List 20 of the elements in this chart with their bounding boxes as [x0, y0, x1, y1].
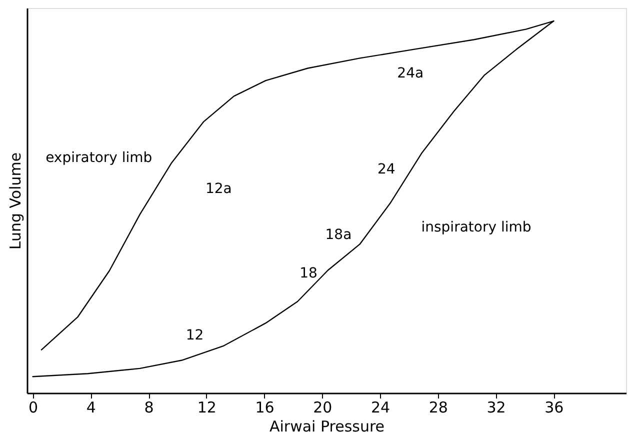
y-axis-title: Lung Volume: [6, 152, 24, 250]
x-tick-label: 12: [197, 398, 216, 416]
annotation: expiratory limb: [46, 150, 152, 166]
x-axis-title: Airwai Pressure: [269, 418, 385, 436]
annotation: 24: [377, 162, 396, 178]
x-tick-label: 20: [313, 398, 332, 416]
x-tick-label: 32: [486, 398, 506, 416]
annotation: 12a: [205, 180, 232, 197]
x-tick-label: 24: [370, 398, 390, 416]
annotation: 12: [186, 327, 204, 344]
x-tick-label: 8: [144, 398, 154, 416]
x-tick-label: 28: [428, 398, 448, 416]
x-tick-label: 36: [544, 398, 564, 416]
x-tick-label: 16: [255, 398, 274, 416]
x-tick-label: 4: [86, 398, 96, 416]
x-tick-label: 0: [28, 398, 38, 416]
annotation: inspiratory limb: [421, 219, 532, 236]
annotation: 18: [300, 266, 318, 282]
annotation: 24a: [397, 65, 424, 82]
annotation: 18a: [325, 227, 352, 244]
